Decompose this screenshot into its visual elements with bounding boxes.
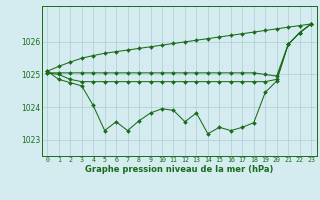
X-axis label: Graphe pression niveau de la mer (hPa): Graphe pression niveau de la mer (hPa)	[85, 165, 273, 174]
